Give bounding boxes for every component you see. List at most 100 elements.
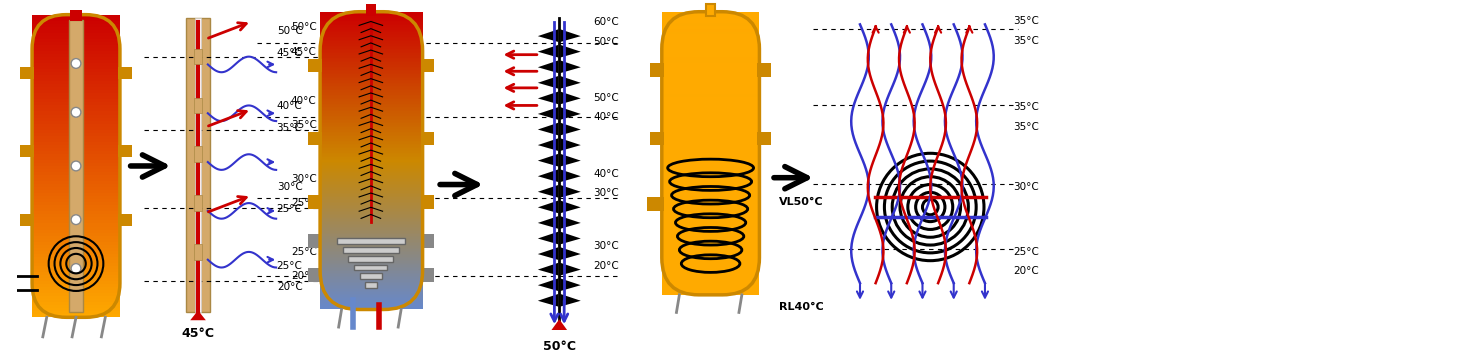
Bar (319, 273, 422, 274)
Bar (662, 278, 760, 281)
Bar (194, 98, 202, 113)
Polygon shape (561, 247, 581, 260)
Text: 40°C: 40°C (277, 101, 303, 112)
Bar (662, 284, 760, 286)
Bar (319, 219, 422, 221)
Bar (118, 214, 131, 225)
Bar (319, 145, 422, 147)
Bar (349, 256, 393, 262)
Bar (319, 39, 422, 40)
Bar (319, 178, 422, 179)
Bar (319, 80, 422, 81)
Bar (662, 250, 760, 252)
Bar (319, 85, 422, 86)
Bar (319, 239, 422, 240)
Bar (319, 166, 422, 167)
Bar (32, 284, 119, 287)
Polygon shape (561, 29, 581, 42)
Bar (319, 282, 422, 283)
Bar (319, 70, 422, 71)
Bar (319, 304, 422, 306)
Polygon shape (537, 232, 558, 244)
Bar (662, 119, 760, 122)
Bar (319, 61, 422, 62)
Bar (319, 135, 422, 136)
Bar (662, 235, 760, 238)
Bar (662, 32, 760, 34)
Bar (319, 228, 422, 230)
Bar (662, 125, 760, 128)
Bar (319, 73, 422, 74)
Bar (319, 59, 422, 61)
Bar (319, 136, 422, 138)
Bar (308, 58, 322, 72)
Bar (21, 67, 34, 79)
Polygon shape (561, 76, 581, 89)
Bar (32, 302, 119, 305)
Bar (319, 199, 422, 200)
Bar (662, 48, 760, 51)
Bar (319, 286, 422, 288)
Bar (319, 12, 422, 13)
Bar (32, 175, 119, 178)
Bar (32, 163, 119, 166)
Bar (319, 129, 422, 130)
Bar (319, 217, 422, 218)
Bar (662, 133, 760, 136)
Bar (662, 247, 760, 250)
Bar (361, 273, 381, 279)
Text: 25°C: 25°C (291, 198, 316, 208)
Bar (32, 36, 119, 39)
Bar (319, 22, 422, 24)
Bar (319, 138, 422, 139)
Bar (662, 20, 760, 23)
Bar (648, 197, 664, 211)
Bar (319, 243, 422, 245)
Bar (662, 286, 760, 289)
Bar (319, 132, 422, 133)
Bar (319, 237, 422, 239)
Bar (319, 264, 422, 266)
Bar (662, 108, 760, 111)
Text: 30°C: 30°C (593, 188, 620, 198)
Polygon shape (537, 170, 558, 182)
Bar (319, 240, 422, 242)
Bar (662, 187, 760, 190)
Bar (308, 195, 322, 209)
Bar (196, 18, 202, 313)
Bar (32, 112, 119, 115)
Bar (319, 93, 422, 95)
Text: 45°C: 45°C (291, 47, 316, 57)
Bar (319, 173, 422, 175)
Bar (662, 139, 760, 142)
Bar (662, 207, 760, 210)
Bar (319, 40, 422, 41)
Bar (319, 253, 422, 255)
Bar (319, 303, 422, 304)
Bar (319, 222, 422, 224)
Bar (319, 232, 422, 233)
Bar (662, 142, 760, 145)
Bar (319, 185, 422, 187)
Bar (319, 19, 422, 21)
Bar (32, 202, 119, 205)
Bar (32, 72, 119, 75)
Bar (758, 63, 771, 77)
Circle shape (71, 161, 81, 171)
Bar (662, 51, 760, 54)
Bar (319, 139, 422, 141)
Bar (118, 145, 131, 157)
Bar (32, 172, 119, 175)
Bar (319, 227, 422, 228)
Bar (662, 267, 760, 269)
Bar (32, 90, 119, 93)
Bar (662, 74, 760, 77)
Bar (319, 268, 422, 270)
Bar (319, 249, 422, 251)
Bar (319, 110, 422, 111)
Bar (319, 259, 422, 261)
Bar (319, 130, 422, 132)
Bar (319, 114, 422, 116)
Bar (319, 125, 422, 126)
Bar (662, 204, 760, 207)
